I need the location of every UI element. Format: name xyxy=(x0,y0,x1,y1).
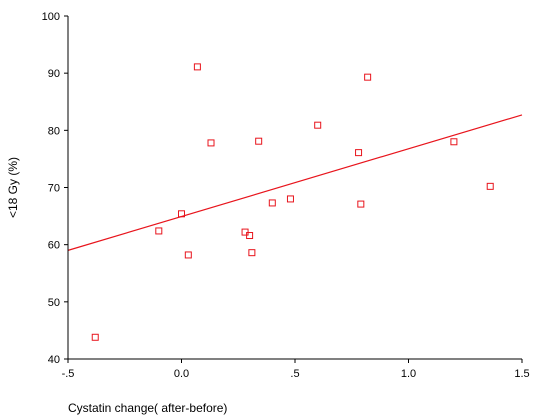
y-tick-label: 60 xyxy=(48,240,60,252)
y-tick-label: 70 xyxy=(48,183,60,195)
data-point xyxy=(364,73,372,81)
data-point xyxy=(355,149,363,157)
y-tick-label: 90 xyxy=(48,68,60,80)
data-point xyxy=(357,200,365,208)
data-point xyxy=(486,182,494,190)
x-tick-label: -.5 xyxy=(62,368,75,380)
y-tick-label: 80 xyxy=(48,125,60,137)
data-point xyxy=(255,137,263,145)
y-tick-label: 50 xyxy=(48,297,60,309)
plot-area xyxy=(67,63,523,341)
y-tick-label: 40 xyxy=(48,354,60,366)
data-point xyxy=(91,333,99,341)
data-point xyxy=(207,139,215,147)
x-axis-title: Cystatin change( after-before) xyxy=(68,401,227,415)
data-point xyxy=(155,227,163,235)
data-point xyxy=(248,249,256,257)
data-point xyxy=(184,251,192,259)
data-point xyxy=(286,195,294,203)
data-point xyxy=(314,121,322,129)
data-point xyxy=(178,210,185,218)
x-tick-label: 1.0 xyxy=(401,368,416,380)
y-tick-label: 100 xyxy=(42,11,60,23)
data-point xyxy=(246,232,254,240)
y-axis-title: <18 Gy (%) xyxy=(6,157,20,218)
x-tick-label: 1.5 xyxy=(514,368,529,380)
data-point xyxy=(268,199,276,207)
data-point xyxy=(450,138,458,146)
x-tick-label: 0.0 xyxy=(174,368,189,380)
x-tick-label: .5 xyxy=(290,368,299,380)
fit-line xyxy=(67,114,523,251)
data-point xyxy=(193,63,201,71)
axes: 40 50 60 70 80 90 100 -.5 0.0 .5 1.0 1.5 xyxy=(42,11,530,380)
